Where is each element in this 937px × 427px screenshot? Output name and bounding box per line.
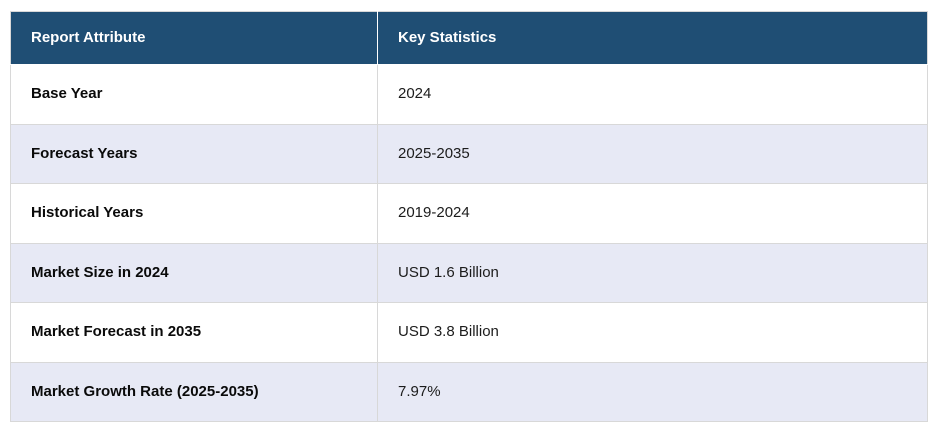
table-row: Market Growth Rate (2025-2035) 7.97% xyxy=(10,361,928,422)
attribute-cell-base-year: Base Year xyxy=(10,64,378,125)
value-cell-historical-years: 2019-2024 xyxy=(377,183,928,244)
header-row: Report Attribute Key Statistics xyxy=(10,11,928,65)
report-statistics-table: Report Attribute Key Statistics Base Yea… xyxy=(10,11,928,422)
attribute-cell-growth-rate: Market Growth Rate (2025-2035) xyxy=(10,361,378,422)
value-cell-market-forecast: USD 3.8 Billion xyxy=(377,302,928,363)
table-row: Forecast Years 2025-2035 xyxy=(10,123,928,184)
attribute-cell-market-forecast: Market Forecast in 2035 xyxy=(10,302,378,363)
value-cell-market-size: USD 1.6 Billion xyxy=(377,242,928,303)
attribute-cell-forecast-years: Forecast Years xyxy=(10,123,378,184)
column-header-report-attribute: Report Attribute xyxy=(10,11,378,65)
value-cell-forecast-years: 2025-2035 xyxy=(377,123,928,184)
column-header-key-statistics: Key Statistics xyxy=(377,11,928,65)
table-header: Report Attribute Key Statistics xyxy=(10,11,928,65)
table-row: Base Year 2024 xyxy=(10,64,928,125)
value-cell-growth-rate: 7.97% xyxy=(377,361,928,422)
attribute-cell-market-size: Market Size in 2024 xyxy=(10,242,378,303)
table-row: Market Forecast in 2035 USD 3.8 Billion xyxy=(10,302,928,363)
value-cell-base-year: 2024 xyxy=(377,64,928,125)
table-body: Base Year 2024 Forecast Years 2025-2035 … xyxy=(10,64,928,422)
table-row: Historical Years 2019-2024 xyxy=(10,183,928,244)
attribute-cell-historical-years: Historical Years xyxy=(10,183,378,244)
table-row: Market Size in 2024 USD 1.6 Billion xyxy=(10,242,928,303)
